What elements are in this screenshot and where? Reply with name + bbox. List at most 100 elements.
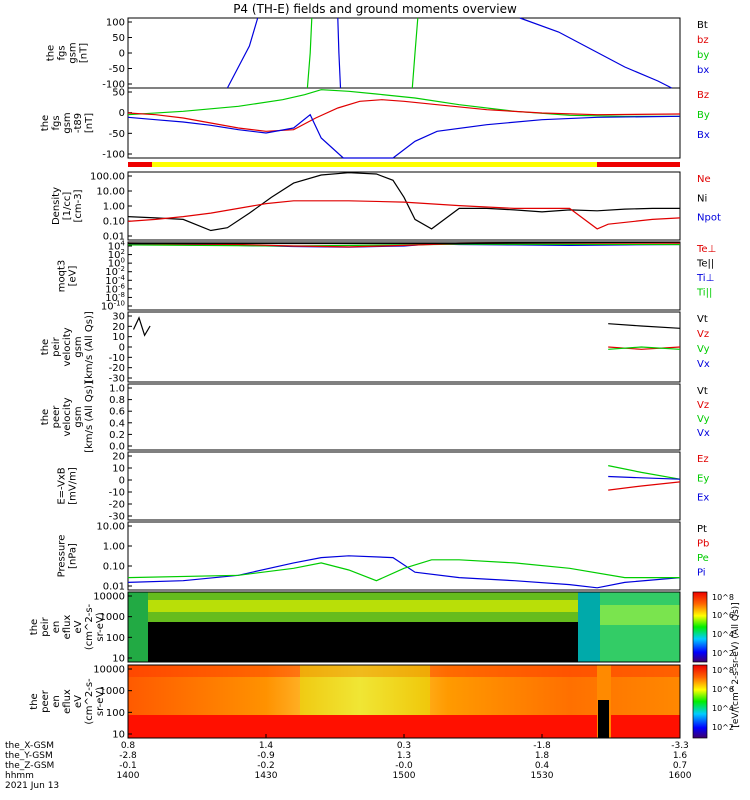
series-p1-bx-0	[226, 17, 259, 89]
legend-p6-3: Vx	[697, 428, 710, 439]
ytick-label: 0.8	[109, 395, 125, 406]
legend-p6-1: Vz	[697, 400, 709, 411]
ytick-label: 0.10	[103, 217, 125, 228]
ephem-value: -1.8	[533, 741, 551, 751]
ytick-label: 10000	[93, 665, 125, 676]
panel-frame	[127, 241, 681, 311]
ytick-label: 1000	[100, 686, 125, 697]
series-p2-Bx-7	[127, 113, 681, 159]
ephem-value: 0.3	[397, 741, 411, 751]
ephem-label-2: the_Z-GSM	[5, 761, 54, 771]
ephem-value: 0.7	[673, 761, 687, 771]
panel-p3: 100.00 10.00 1.00 0.10 0.01 Density[1/cc][cm-…	[51, 171, 721, 243]
colorbar-peer-tick-3: 10^4	[712, 704, 734, 713]
legend-p3-1: Ni	[697, 193, 707, 204]
series-p3-Ni-8	[127, 172, 680, 232]
legend-p8-3: Pi	[697, 568, 706, 579]
ytick-label: 100	[106, 18, 125, 29]
ytick-label: -30	[109, 374, 125, 385]
figure-title: P4 (TH-E) fields and ground moments over…	[233, 2, 517, 16]
legend-p8-1: Pb	[697, 539, 709, 550]
ylabel-p6: thepeervelocitygsm[km/s (All Qs)]	[40, 381, 95, 453]
ytick-label: 50	[112, 88, 125, 99]
series-p7-Ey-19	[608, 465, 681, 480]
ytick-label: -20	[109, 363, 125, 374]
ytick-label: -10	[109, 353, 125, 364]
legend-p7-0: Ez	[697, 454, 709, 465]
legend-p1-0: Bt	[697, 20, 708, 31]
ylabel-p3: Density[1/cc][cm-3]	[51, 187, 84, 225]
ephem-value: 0.8	[121, 741, 136, 751]
panels-layer: 100500-50-100thefgsgsm[nT]Btbzbybx500-50…	[29, 17, 721, 741]
ephem-value: -0.0	[395, 761, 413, 771]
series-p1-by-3	[411, 17, 419, 89]
ephem-value: 1600	[669, 771, 692, 781]
panel-p9: 10000 1000 100 10 thepeirenefluxeV(cm^2-s-sr…	[29, 591, 681, 665]
ephem-label-3: hhmm	[5, 771, 34, 781]
legend-p8-0: Pt	[697, 524, 707, 535]
series-p2-By-5	[127, 89, 680, 117]
series-p4-Te-13	[128, 241, 681, 245]
legend-p1-3: bx	[697, 65, 709, 76]
ephem-value: 1.6	[673, 751, 688, 761]
ytick-label: -10	[109, 488, 125, 499]
ytick-label: 30	[112, 312, 125, 323]
series-p2-Bz-6	[127, 99, 681, 132]
ytick-label: 10000	[93, 592, 125, 603]
colorbar-unit-label: [eV/(cm^2-s-sr-eV) (All Qs)]	[731, 602, 741, 727]
panel-frame	[127, 451, 681, 521]
colorbar-peer-tick-4: 10^2	[712, 723, 734, 732]
panel-p1: 100 50 0 -50 -100 thefgsgsm[nT] Bt bz by bx	[46, 17, 709, 91]
series-p5-Vy-17	[608, 346, 681, 350]
legend-p5-3: Vx	[697, 359, 710, 370]
legend-p3-2: Npot	[697, 213, 721, 224]
legend-p2-0: Bz	[697, 90, 709, 101]
ytick-label: 100	[106, 708, 125, 719]
ytick-label: 0.01	[103, 582, 125, 593]
ylabel-p1: thefgsgsm[nT]	[46, 42, 90, 63]
ytick-label: -50	[109, 129, 125, 140]
ytick-label: 20	[112, 452, 125, 463]
colorbar-tick-1: 10^8	[712, 593, 734, 602]
ylabel-p10: thepeerenefluxeV(cm^2-s-sr-eV)	[29, 678, 106, 725]
ytick-label: 10.00	[96, 522, 125, 533]
panel-frame	[127, 171, 681, 241]
ephem-label-1: the_Y-GSM	[5, 751, 53, 761]
ylabel-p9: thepeirenefluxeV(cm^2-s-sr-eV)	[29, 603, 106, 650]
panel-frame	[127, 311, 681, 383]
ephem-value: -3.3	[671, 741, 689, 751]
ytick-label: 0	[119, 476, 125, 487]
ytick-label: 100.00	[90, 172, 125, 183]
ytick-label: 0.0	[109, 442, 125, 453]
ytick-label: 0.6	[109, 407, 125, 418]
ytick-label: 0.01	[103, 232, 125, 243]
ylabel-p8: Pressure[nPa]	[57, 535, 79, 578]
panel-frame	[127, 521, 681, 591]
ytick-label: 1.0	[109, 384, 125, 395]
ephem-value: -0.9	[257, 751, 275, 761]
ytick-label: 100	[106, 633, 125, 644]
series-p3-Ne-9	[127, 200, 681, 230]
series-p7-Ex-20	[608, 475, 681, 480]
colorbar-peer: 10^8 10^6 10^4 10^2	[692, 664, 734, 739]
legend-p4-1: Te||	[696, 259, 714, 270]
legend-p8-2: Pe	[697, 553, 709, 564]
ylabel-p4: moqt3[eV]	[57, 260, 79, 293]
ytick-label: 10.00	[96, 187, 125, 198]
legend-p7-2: Ex	[697, 493, 709, 504]
ytick-label: 0.10	[103, 562, 125, 573]
legend-p5-0: Vt	[697, 314, 708, 325]
colorbar-peer-tick-1: 10^8	[712, 666, 734, 675]
series-p1-bx-2	[337, 17, 342, 89]
legend-p1-1: bz	[697, 35, 709, 46]
ephem-label-0: the_X-GSM	[5, 741, 54, 751]
panel-p8: 10.00 1.00 0.10 0.01 Pressure[nPa] Pt Pb Pe Pi	[57, 521, 709, 593]
colorbar-tick-4: 10^2	[712, 649, 734, 658]
legend-p7-1: Ey	[697, 473, 709, 484]
series-p8-Pe-22	[127, 559, 680, 582]
panel-p2: 50 0 -50 -100 thefgsgsm-t89[nT] Bz By Bx	[40, 87, 710, 161]
legend-p6-2: Vy	[697, 414, 710, 425]
